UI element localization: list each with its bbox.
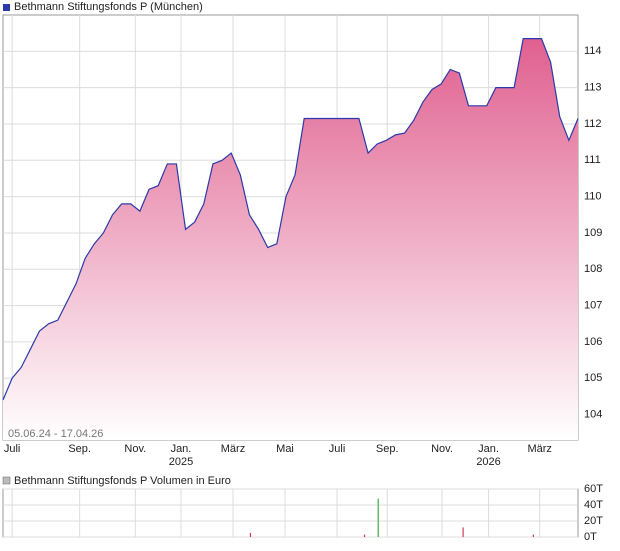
volume-bar <box>377 498 379 537</box>
legend-swatch <box>3 4 10 11</box>
y-tick-label: 110 <box>584 191 602 203</box>
y-tick-label: 60T <box>584 483 603 495</box>
date-range: 05.06.24 - 17.04.26 <box>8 428 103 440</box>
y-tick-label: 104 <box>584 408 602 420</box>
volume-bar <box>462 527 464 537</box>
plot-area <box>2 488 579 538</box>
x-tick-label: Juli <box>329 443 346 455</box>
legend-swatch <box>2 476 11 485</box>
x-tick-label: Juli <box>4 443 21 455</box>
area-fill <box>3 38 578 440</box>
x-tick-label: Jan. <box>171 443 192 455</box>
y-tick-label: 40T <box>584 499 603 511</box>
x-year-label: 2025 <box>169 456 193 468</box>
y-tick-label: 106 <box>584 336 602 348</box>
y-tick-label: 112 <box>584 118 602 130</box>
y-tick-label: 111 <box>584 154 601 166</box>
x-tick-label: Sep. <box>68 443 91 455</box>
chart-title: Bethmann Stiftungsfonds P (München) <box>14 1 203 13</box>
y-tick-label: 0T <box>584 531 597 543</box>
y-tick-label: 113 <box>584 82 602 94</box>
x-tick-label: März <box>221 443 245 455</box>
x-tick-label: Nov. <box>431 443 453 455</box>
volume-bar <box>363 534 366 537</box>
x-tick-label: Jan. <box>478 443 499 455</box>
chart-title: Bethmann Stiftungsfonds P Volumen in Eur… <box>14 475 231 487</box>
x-tick-label: Nov. <box>124 443 146 455</box>
volume-bar <box>249 533 252 537</box>
x-tick-label: Mai <box>276 443 294 455</box>
y-tick-label: 105 <box>584 372 602 384</box>
y-tick-label: 108 <box>584 263 602 275</box>
volume-bar <box>532 534 534 537</box>
y-tick-label: 109 <box>584 227 602 239</box>
y-tick-label: 20T <box>584 515 603 527</box>
x-tick-label: März <box>527 443 551 455</box>
y-tick-label: 107 <box>584 300 602 312</box>
x-tick-label: Sep. <box>376 443 399 455</box>
price-line <box>2 38 579 401</box>
x-year-label: 2026 <box>476 456 500 468</box>
y-tick-label: 114 <box>584 45 602 57</box>
